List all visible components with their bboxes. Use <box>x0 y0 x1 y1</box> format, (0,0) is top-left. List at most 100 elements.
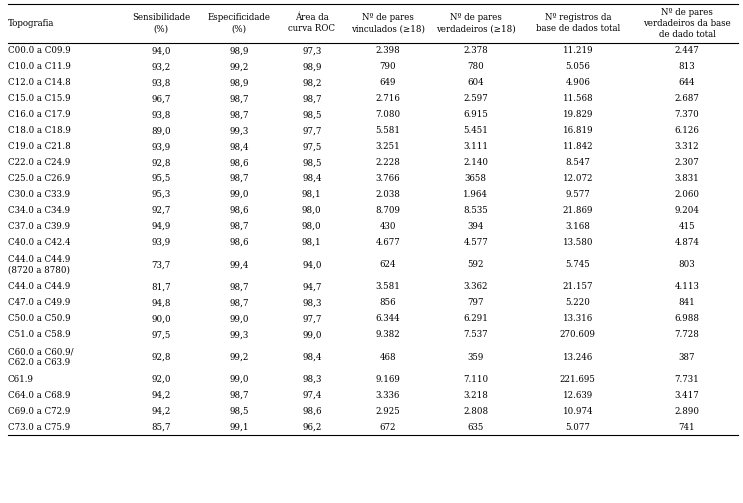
Text: 98,9: 98,9 <box>229 46 248 55</box>
Text: 359: 359 <box>467 353 484 362</box>
Text: C15.0 a C15.9: C15.0 a C15.9 <box>8 94 71 103</box>
Text: 780: 780 <box>467 62 484 71</box>
Text: 5.056: 5.056 <box>565 62 590 71</box>
Text: 430: 430 <box>380 222 396 231</box>
Text: 2.808: 2.808 <box>464 407 488 416</box>
Text: 98,5: 98,5 <box>229 407 248 416</box>
Text: 98,5: 98,5 <box>302 158 322 167</box>
Text: 21.869: 21.869 <box>562 206 593 215</box>
Text: 2.597: 2.597 <box>464 94 488 103</box>
Text: 98,7: 98,7 <box>229 298 248 307</box>
Text: 99,3: 99,3 <box>229 126 248 135</box>
Text: 649: 649 <box>380 78 396 88</box>
Text: 4.677: 4.677 <box>375 238 400 247</box>
Text: 98,7: 98,7 <box>229 222 248 231</box>
Text: 96,7: 96,7 <box>152 94 171 103</box>
Text: 3.111: 3.111 <box>464 142 488 151</box>
Text: 7.731: 7.731 <box>675 375 699 384</box>
Text: 98,7: 98,7 <box>229 283 248 291</box>
Text: 9.382: 9.382 <box>375 330 400 340</box>
Text: C30.0 a C33.9: C30.0 a C33.9 <box>8 190 70 199</box>
Text: Área da
curva ROC: Área da curva ROC <box>288 14 335 34</box>
Text: 93,2: 93,2 <box>152 62 171 71</box>
Text: 94,9: 94,9 <box>152 222 171 231</box>
Text: 2.060: 2.060 <box>675 190 699 199</box>
Text: 93,8: 93,8 <box>152 110 171 119</box>
Text: 94,2: 94,2 <box>152 391 171 400</box>
Text: 394: 394 <box>467 222 484 231</box>
Text: 99,0: 99,0 <box>229 375 248 384</box>
Text: C34.0 a C34.9: C34.0 a C34.9 <box>8 206 70 215</box>
Text: 3.766: 3.766 <box>376 174 400 183</box>
Text: 98,6: 98,6 <box>229 238 248 247</box>
Text: 99,2: 99,2 <box>229 353 248 362</box>
Text: 13.316: 13.316 <box>562 314 593 323</box>
Text: 7.080: 7.080 <box>375 110 400 119</box>
Text: 98,9: 98,9 <box>229 78 248 88</box>
Text: Nº registros da
base de dados total: Nº registros da base de dados total <box>536 14 620 34</box>
Text: 672: 672 <box>380 423 396 432</box>
Text: 8.709: 8.709 <box>375 206 400 215</box>
Text: 5.451: 5.451 <box>464 126 488 135</box>
Text: 9.204: 9.204 <box>675 206 699 215</box>
Text: 6.988: 6.988 <box>675 314 699 323</box>
Text: C18.0 a C18.9: C18.0 a C18.9 <box>8 126 71 135</box>
Text: 5.745: 5.745 <box>565 260 590 269</box>
Text: C40.0 a C42.4: C40.0 a C42.4 <box>8 238 71 247</box>
Text: 741: 741 <box>678 423 695 432</box>
Text: 7.728: 7.728 <box>675 330 699 340</box>
Text: 841: 841 <box>678 298 695 307</box>
Text: 2.038: 2.038 <box>375 190 400 199</box>
Text: C60.0 a C60.9/
C62.0 a C63.9: C60.0 a C60.9/ C62.0 a C63.9 <box>8 347 74 367</box>
Text: 3.362: 3.362 <box>464 283 488 291</box>
Text: 468: 468 <box>380 353 396 362</box>
Text: 90,0: 90,0 <box>152 314 171 323</box>
Text: 644: 644 <box>678 78 695 88</box>
Text: 12.072: 12.072 <box>562 174 593 183</box>
Text: 99,1: 99,1 <box>229 423 248 432</box>
Text: 624: 624 <box>380 260 396 269</box>
Text: 6.126: 6.126 <box>675 126 699 135</box>
Text: 3.312: 3.312 <box>675 142 699 151</box>
Text: 99,0: 99,0 <box>229 190 248 199</box>
Text: 85,7: 85,7 <box>152 423 171 432</box>
Text: 94,0: 94,0 <box>302 260 322 269</box>
Text: 11.568: 11.568 <box>562 94 593 103</box>
Text: 10.974: 10.974 <box>562 407 593 416</box>
Text: 98,6: 98,6 <box>302 407 322 416</box>
Text: C50.0 a C50.9: C50.0 a C50.9 <box>8 314 71 323</box>
Text: C16.0 a C17.9: C16.0 a C17.9 <box>8 110 71 119</box>
Text: 8.535: 8.535 <box>464 206 488 215</box>
Text: 8.547: 8.547 <box>565 158 590 167</box>
Text: C44.0 a C44.9
(8720 a 8780): C44.0 a C44.9 (8720 a 8780) <box>8 255 71 275</box>
Text: 73,7: 73,7 <box>152 260 171 269</box>
Text: 96,2: 96,2 <box>302 423 322 432</box>
Text: 7.110: 7.110 <box>464 375 488 384</box>
Text: C25.0 a C26.9: C25.0 a C26.9 <box>8 174 71 183</box>
Text: 98,3: 98,3 <box>302 375 322 384</box>
Text: 98,3: 98,3 <box>302 298 322 307</box>
Text: 3.168: 3.168 <box>565 222 590 231</box>
Text: 98,0: 98,0 <box>302 222 322 231</box>
Text: 92,8: 92,8 <box>152 158 171 167</box>
Text: 98,0: 98,0 <box>302 206 322 215</box>
Text: 94,8: 94,8 <box>152 298 171 307</box>
Text: 97,5: 97,5 <box>152 330 171 340</box>
Text: 604: 604 <box>467 78 484 88</box>
Text: 4.906: 4.906 <box>565 78 590 88</box>
Text: 4.874: 4.874 <box>675 238 699 247</box>
Text: 97,3: 97,3 <box>302 46 322 55</box>
Text: C51.0 a C58.9: C51.0 a C58.9 <box>8 330 71 340</box>
Text: 2.687: 2.687 <box>675 94 699 103</box>
Text: 98,7: 98,7 <box>229 94 248 103</box>
Text: 81,7: 81,7 <box>152 283 171 291</box>
Text: 7.537: 7.537 <box>464 330 488 340</box>
Text: 790: 790 <box>380 62 396 71</box>
Text: 3.417: 3.417 <box>675 391 699 400</box>
Text: 98,4: 98,4 <box>302 353 322 362</box>
Text: 97,7: 97,7 <box>302 126 322 135</box>
Text: 99,0: 99,0 <box>302 330 322 340</box>
Text: 98,9: 98,9 <box>302 62 322 71</box>
Text: 2.890: 2.890 <box>675 407 699 416</box>
Text: 95,3: 95,3 <box>152 190 171 199</box>
